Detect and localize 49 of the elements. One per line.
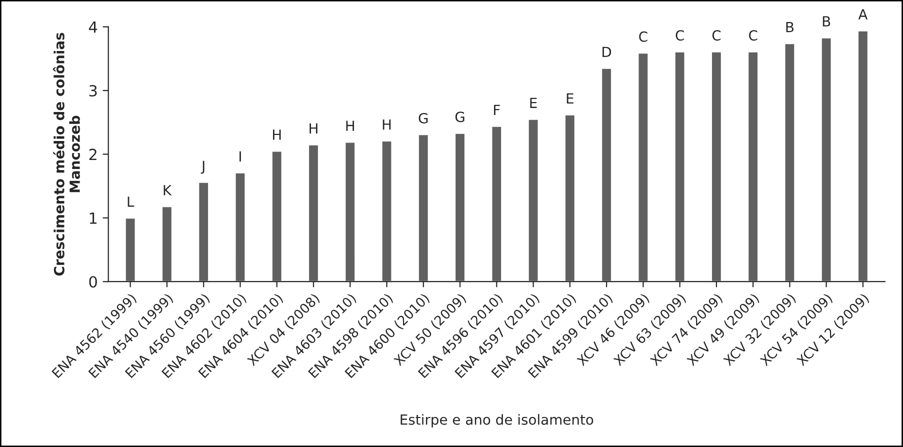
y-tick-label: 3: [89, 84, 97, 97]
bar: [161, 206, 173, 282]
data-label: L: [128, 196, 134, 207]
bar: [857, 30, 869, 282]
data-label: E: [566, 93, 574, 104]
y-axis-title: Crescimento médio de colônias Mancozeb: [53, 32, 80, 276]
y-tick-label: 2: [89, 148, 96, 160]
bar: [490, 125, 502, 282]
y-tick-label: 0: [89, 276, 97, 288]
bar: [344, 141, 356, 282]
bar: [747, 50, 759, 282]
bar: [600, 68, 612, 282]
y-tick-label: 4: [88, 21, 98, 33]
bar: [198, 182, 210, 282]
data-label: C: [639, 31, 648, 42]
bar: [380, 140, 393, 282]
bar: [820, 36, 832, 282]
data-label: B: [822, 16, 830, 26]
data-label: I: [240, 151, 241, 162]
bar: [674, 50, 686, 282]
bar: [271, 150, 283, 282]
data-label: C: [749, 30, 758, 41]
x-axis-title: Estirpe e ano de isolamento: [400, 414, 594, 428]
y-tick-label: 1: [90, 212, 97, 224]
bar: [527, 118, 540, 282]
bar: [234, 172, 246, 282]
bar: [564, 114, 576, 282]
data-label: H: [273, 130, 281, 140]
data-label: D: [602, 46, 612, 57]
bar: [710, 50, 722, 282]
bar: [637, 52, 649, 282]
data-label: B: [786, 22, 794, 32]
data-label: C: [712, 30, 721, 41]
bar: [784, 42, 796, 282]
bar: [124, 217, 136, 282]
data-label: G: [455, 112, 464, 122]
data-label: H: [310, 123, 318, 134]
data-label: E: [530, 98, 537, 108]
bar: [418, 134, 430, 282]
data-label: J: [200, 160, 204, 174]
data-label: C: [676, 30, 684, 41]
bar: [308, 144, 320, 282]
data-label: G: [418, 112, 428, 124]
data-label: K: [164, 185, 172, 196]
data-label: A: [858, 9, 868, 20]
data-label: H: [346, 120, 354, 131]
data-label: F: [494, 104, 500, 115]
bar: [454, 132, 466, 282]
data-label: H: [382, 119, 391, 130]
